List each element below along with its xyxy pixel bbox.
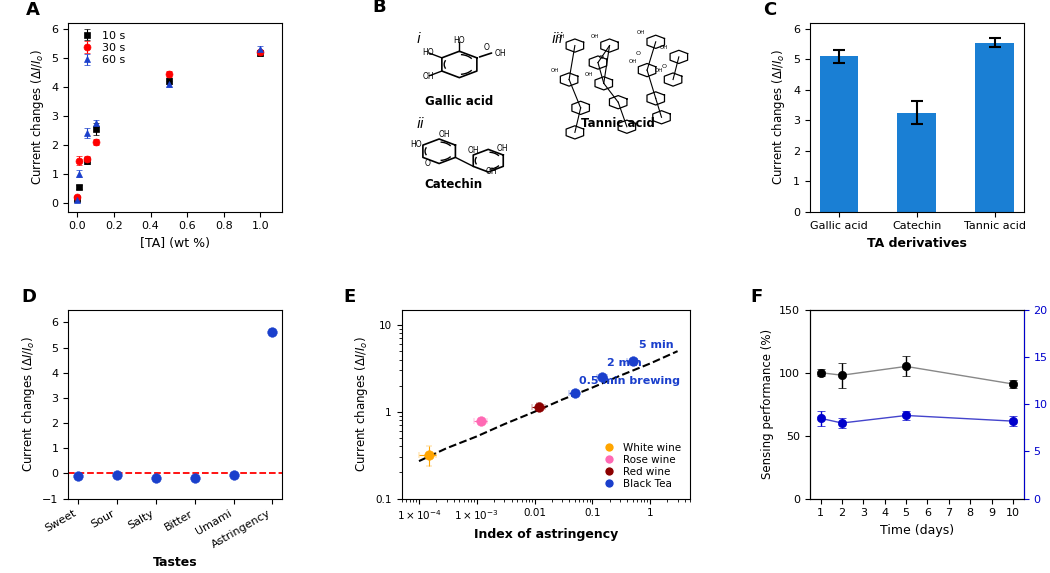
Text: 2 min: 2 min: [607, 358, 642, 368]
Text: O: O: [636, 51, 640, 56]
X-axis label: [TA] (wt %): [TA] (wt %): [141, 237, 210, 250]
Text: iii: iii: [552, 32, 564, 46]
Text: O: O: [662, 64, 667, 69]
Text: E: E: [343, 288, 356, 306]
Text: Tannic acid: Tannic acid: [582, 117, 655, 130]
Bar: [898, 113, 937, 211]
Text: B: B: [373, 0, 386, 15]
Text: OH: OH: [556, 34, 565, 39]
Text: 0.5 min brewing: 0.5 min brewing: [580, 376, 680, 386]
Text: OH: OH: [468, 146, 480, 155]
Text: OH: OH: [629, 58, 636, 64]
Text: OH: OH: [439, 130, 450, 139]
Text: F: F: [750, 288, 762, 306]
Text: Gallic acid: Gallic acid: [425, 95, 493, 108]
Text: OH: OH: [422, 72, 434, 81]
Text: OH: OH: [495, 49, 506, 58]
Bar: [820, 56, 859, 211]
Y-axis label: Sensing performance (%): Sensing performance (%): [760, 329, 774, 479]
Y-axis label: Current changes ($\Delta I/I_o$): Current changes ($\Delta I/I_o$): [28, 49, 46, 185]
Text: OH: OH: [637, 30, 646, 36]
Text: D: D: [21, 288, 36, 306]
Text: O: O: [598, 55, 604, 60]
Text: OH: OH: [550, 68, 559, 73]
Text: C: C: [762, 1, 776, 19]
X-axis label: Index of astringency: Index of astringency: [474, 528, 618, 540]
Text: O: O: [484, 43, 490, 52]
X-axis label: Tastes: Tastes: [153, 556, 197, 568]
Text: OH: OH: [660, 45, 669, 50]
Text: OH: OH: [585, 72, 593, 77]
Text: ii: ii: [416, 117, 424, 131]
Text: HO: HO: [454, 36, 465, 45]
Text: OH: OH: [497, 144, 508, 153]
Y-axis label: Current changes ($\Delta I/I_o$): Current changes ($\Delta I/I_o$): [353, 336, 370, 472]
Text: O: O: [424, 159, 430, 168]
X-axis label: TA derivatives: TA derivatives: [867, 237, 967, 250]
Text: i: i: [416, 32, 420, 46]
Text: 5 min: 5 min: [639, 340, 674, 350]
Legend: White wine, Rose wine, Red wine, Black Tea: White wine, Rose wine, Red wine, Black T…: [594, 439, 686, 493]
Legend: 10 s, 30 s, 60 s: 10 s, 30 s, 60 s: [74, 29, 127, 68]
Text: A: A: [25, 1, 39, 19]
Text: Catechin: Catechin: [424, 178, 483, 191]
Text: OH: OH: [485, 167, 497, 176]
Text: OH: OH: [654, 68, 663, 73]
Y-axis label: Current changes ($\Delta I/I_o$): Current changes ($\Delta I/I_o$): [20, 336, 37, 472]
Y-axis label: Current changes ($\Delta I/I_o$): Current changes ($\Delta I/I_o$): [771, 49, 788, 185]
Text: HO: HO: [411, 140, 422, 150]
X-axis label: Time (days): Time (days): [880, 524, 953, 537]
Text: HO: HO: [422, 48, 434, 57]
Bar: [975, 43, 1014, 211]
Text: OH: OH: [591, 34, 600, 39]
